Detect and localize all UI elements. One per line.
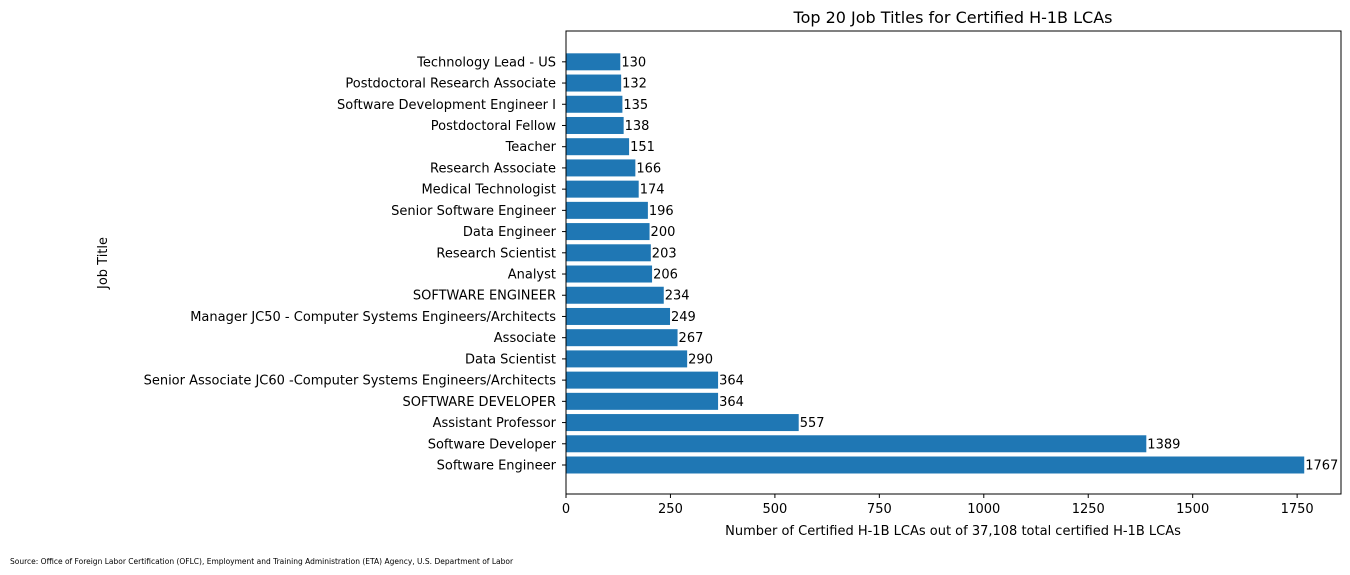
data-label: 132 [622, 77, 647, 92]
data-label: 135 [623, 98, 648, 113]
y-tick-label: SOFTWARE DEVELOPER [402, 395, 556, 410]
y-tick-label: Software Engineer [437, 459, 557, 474]
data-label: 234 [665, 289, 690, 304]
y-tick-label: Assistant Professor [433, 416, 557, 431]
data-label: 267 [679, 331, 704, 346]
y-axis-label: Job Title [96, 237, 111, 290]
y-tick-label: Research Scientist [436, 246, 556, 261]
bar [566, 456, 1305, 474]
data-label: 200 [651, 225, 676, 240]
data-label: 249 [671, 310, 696, 325]
bar [566, 392, 719, 410]
bar [566, 435, 1147, 453]
data-label: 151 [630, 140, 655, 155]
bar [566, 329, 678, 347]
data-label: 206 [653, 268, 678, 283]
x-axis-label: Number of Certified H-1B LCAs out of 37,… [725, 524, 1181, 539]
data-label: 203 [652, 246, 677, 261]
chart-title: Top 20 Job Titles for Certified H-1B LCA… [793, 8, 1113, 27]
bar [566, 116, 624, 134]
x-axis-ticks: 0 250 500 750 1000 1250 1500 1750 [562, 494, 1314, 517]
bar [566, 180, 639, 198]
y-tick-label: Manager JC50 - Computer Systems Engineer… [190, 310, 556, 325]
x-tick-label: 1500 [1176, 502, 1209, 517]
x-tick-label: 0 [562, 502, 570, 517]
bar [566, 159, 636, 177]
data-label: 1767 [1305, 459, 1338, 474]
bar [566, 95, 623, 113]
bar [566, 74, 622, 92]
y-tick-label: Senior Associate JC60 -Computer Systems … [144, 374, 557, 389]
bar [566, 286, 664, 304]
y-tick-label: Technology Lead - US [416, 55, 556, 70]
data-label: 364 [719, 395, 744, 410]
bar [566, 350, 688, 368]
data-label: 1389 [1147, 437, 1180, 452]
y-tick-label: Data Scientist [465, 352, 556, 367]
bar [566, 414, 799, 432]
bar [566, 371, 719, 389]
bar [566, 265, 653, 283]
bar [566, 201, 648, 219]
y-tick-label: Senior Software Engineer [391, 204, 557, 219]
x-tick-label: 750 [867, 502, 892, 517]
data-label: 557 [800, 416, 825, 431]
y-tick-label: Postdoctoral Fellow [431, 119, 557, 134]
bars-group [566, 53, 1305, 474]
data-label: 196 [649, 204, 674, 219]
data-labels: 1767 1389 557 364 364 290 267 249 234 206 203 200 19… [621, 55, 1338, 473]
y-tick-label: Associate [494, 331, 556, 346]
x-tick-label: 1750 [1281, 502, 1314, 517]
bar [566, 138, 630, 156]
y-tick-label: Postdoctoral Research Associate [345, 77, 556, 92]
y-tick-label: Data Engineer [463, 225, 557, 240]
x-tick-label: 250 [658, 502, 683, 517]
bar [566, 244, 651, 262]
bar [566, 223, 650, 241]
y-tick-labels: Software Engineer Software Developer Assis… [144, 55, 566, 474]
y-tick-label: Software Development Engineer I [337, 98, 556, 113]
data-label: 174 [640, 183, 665, 198]
data-label: 166 [636, 161, 661, 176]
y-tick-label: Analyst [508, 268, 556, 283]
y-tick-label: Research Associate [430, 161, 556, 176]
source-note: Source: Office of Foreign Labor Certific… [10, 557, 514, 566]
y-tick-label: Teacher [505, 140, 557, 155]
data-label: 138 [625, 119, 650, 134]
y-tick-label: Software Developer [428, 437, 557, 452]
bar [566, 53, 621, 71]
x-tick-label: 1000 [967, 502, 1000, 517]
plot-frame [565, 30, 1342, 495]
bar [566, 307, 671, 325]
data-label: 290 [688, 352, 713, 367]
x-tick-label: 500 [762, 502, 787, 517]
y-tick-label: SOFTWARE ENGINEER [413, 289, 556, 304]
x-tick-label: 1250 [1072, 502, 1105, 517]
data-label: 130 [621, 55, 646, 70]
data-label: 364 [719, 374, 744, 389]
y-tick-label: Medical Technologist [421, 183, 556, 198]
